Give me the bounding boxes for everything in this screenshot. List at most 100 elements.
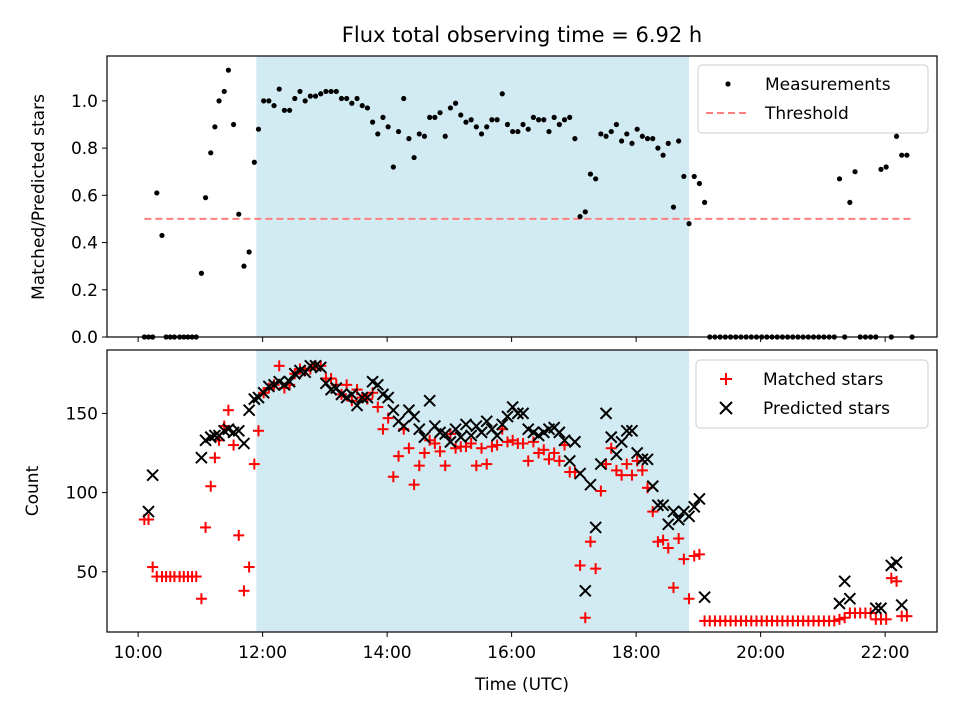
matched-star-point: [574, 559, 586, 571]
predicted-star-point: [688, 500, 701, 514]
measurement-point: [292, 95, 298, 102]
predicted-star-point: [672, 513, 685, 526]
measurement-point: [702, 199, 708, 206]
measurement-point: [297, 88, 303, 95]
measurement-point: [281, 107, 288, 113]
predicted-star-point: [833, 597, 846, 610]
predicted-star-point: [682, 510, 696, 523]
matched-star-point: [413, 460, 425, 472]
measurement-point: [468, 117, 474, 123]
measurement-point: [670, 204, 677, 210]
measurement-point: [608, 128, 614, 135]
measurement-point: [349, 100, 355, 106]
matched-star-point: [590, 563, 602, 575]
measurement-point: [893, 133, 900, 139]
matched-star-point: [688, 550, 700, 562]
y-tick-label: 150: [66, 404, 98, 424]
matched-star-point: [341, 379, 353, 391]
matched-star-point: [439, 460, 451, 472]
measurement-point: [411, 154, 417, 161]
matched-star-point: [393, 450, 405, 462]
measurement-point: [556, 121, 562, 128]
predicted-star-point: [304, 359, 317, 373]
top-y-ticks: 0.0 0.2 0.4 0.6 0.8 1.0: [71, 92, 107, 348]
matched-star-point: [891, 575, 903, 587]
matched-star-point: [626, 469, 638, 481]
matched-star-point: [584, 536, 596, 548]
predicted-star-point: [232, 424, 245, 438]
measurement-point: [287, 107, 293, 113]
predicted-star-point: [423, 394, 436, 407]
measurement-point: [582, 209, 588, 215]
predicted-star-point: [449, 423, 462, 436]
measurement-point: [473, 124, 479, 130]
predicted-star-point: [579, 584, 592, 598]
matched-star-point: [377, 423, 389, 435]
measurement-point: [904, 152, 910, 158]
measurement-point: [567, 114, 573, 120]
predicted-star-point: [413, 423, 426, 436]
measurement-point: [453, 100, 459, 106]
predicted-star-point: [475, 426, 488, 439]
matched-star-point: [403, 442, 415, 454]
measurement-point: [390, 164, 396, 170]
legend-matched-marker: [720, 373, 732, 385]
matched-star-point: [636, 464, 648, 476]
predicted-star-point: [563, 454, 576, 468]
predicted-star-point: [490, 429, 504, 442]
legend-threshold-label: Threshold: [764, 104, 849, 124]
measurement-point: [644, 136, 651, 142]
bottom-plot-frame: [106, 349, 938, 633]
measurement-point: [686, 221, 692, 227]
matched-star-point: [548, 447, 560, 459]
measurement-point: [255, 126, 262, 132]
legend-predicted-label: Predicted stars: [763, 399, 890, 419]
measurement-point: [354, 95, 360, 102]
matched-star-point: [248, 458, 260, 470]
legend-matched-label: Matched stars: [763, 370, 883, 390]
matched-star-point: [595, 485, 607, 497]
measurement-point: [484, 124, 490, 130]
matched-star-point: [429, 437, 441, 449]
top-x-ticks: [137, 337, 886, 342]
y-tick-label: 0.8: [71, 139, 98, 159]
measurement-point: [551, 114, 557, 120]
measurement-point: [427, 114, 433, 120]
y-tick-label: 50: [76, 563, 98, 583]
matched-star-point: [233, 529, 245, 541]
matched-star-point: [195, 593, 207, 605]
matched-star-point: [517, 437, 529, 449]
measurement-point: [437, 110, 443, 116]
measurement-point: [561, 117, 568, 123]
predicted-star-point: [356, 391, 369, 404]
measurement-point: [406, 136, 412, 142]
measurement-point: [536, 117, 542, 123]
predicted-star-point: [874, 602, 888, 615]
predicted-star-point: [208, 429, 222, 442]
measurement-point: [202, 195, 209, 201]
matched-star-point: [527, 436, 539, 448]
measurement-point: [395, 128, 402, 135]
top-shaded-interval: [256, 56, 690, 337]
measurement-point: [432, 114, 438, 120]
predicted-star-point: [615, 435, 628, 449]
predicted-star-point: [558, 434, 571, 447]
legend-measurements-label: Measurements: [765, 75, 891, 95]
measurement-point: [416, 131, 422, 137]
measurement-point: [577, 213, 583, 220]
measurement-point: [216, 98, 222, 104]
predicted-star-point: [584, 478, 597, 491]
matched-star-point: [470, 460, 482, 472]
matched-star-point: [387, 471, 399, 483]
matched-star-point: [486, 441, 498, 453]
predicted-star-point: [242, 403, 256, 417]
predicted-star-point: [381, 391, 395, 404]
bottom-shaded-interval: [256, 350, 690, 632]
predicted-star-point: [610, 448, 623, 461]
y-tick-label: 0.4: [71, 234, 98, 254]
matched-star-point: [673, 533, 685, 545]
matched-star-point: [228, 439, 240, 451]
top-legend-box: [697, 64, 929, 134]
measurement-point: [515, 128, 521, 135]
measurement-point: [525, 126, 531, 132]
